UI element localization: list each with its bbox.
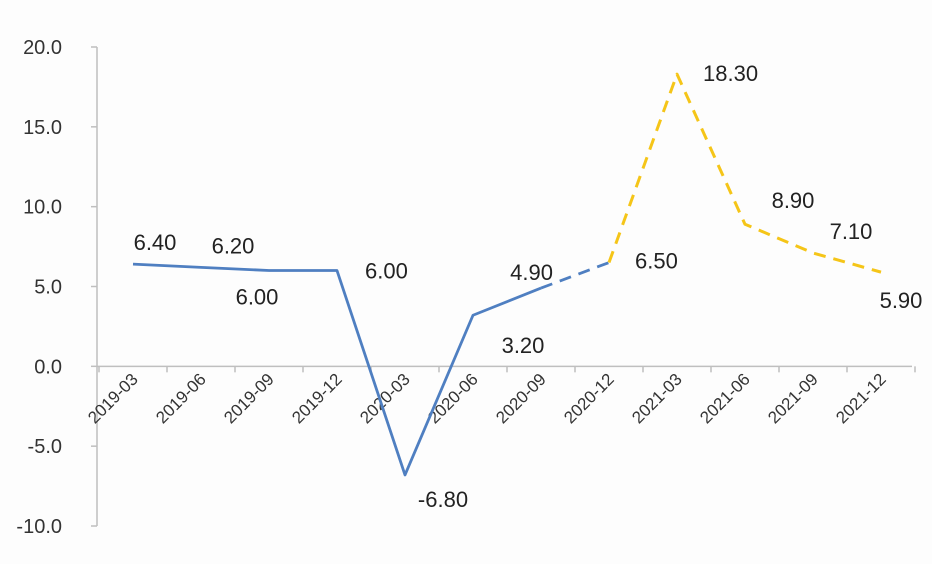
series-line-1: [540, 261, 610, 290]
data-label-2021-03: 18.30: [703, 61, 758, 86]
y-tick-label: 0.0: [34, 356, 62, 378]
series-line-0: [132, 262, 542, 477]
data-labels: 6.40 6.20 6.00 6.00 -6.80 3.20 4.90 6.50 18.30 8.…: [134, 61, 923, 512]
x-tick-label: 2019-06: [152, 370, 210, 428]
data-label-2019-09: 6.00: [236, 285, 279, 310]
x-tick-label: 2020-06: [424, 370, 482, 428]
y-tick-label: 20.0: [23, 37, 62, 59]
series-lines: [132, 72, 882, 477]
data-label-2021-06: 8.90: [772, 188, 815, 213]
x-tick-label: 2019-03: [84, 370, 142, 428]
x-tick-label: 2021-09: [764, 370, 822, 428]
y-tick-label: 5.0: [34, 277, 62, 299]
x-tick-label: 2020-12: [560, 370, 618, 428]
y-tick-label: 10.0: [23, 197, 62, 219]
data-label-2020-09: 4.90: [510, 260, 553, 285]
data-label-2020-06: 3.20: [502, 333, 545, 358]
data-label-2021-12: 5.90: [880, 288, 923, 313]
x-tick-label: 2019-12: [288, 370, 346, 428]
y-tick-label: -10.0: [16, 516, 62, 538]
x-tick-label: 2019-09: [220, 370, 278, 428]
data-label-2020-12: 6.50: [635, 249, 678, 274]
series-line-2: [607, 72, 882, 274]
x-tick-label: 2020-09: [492, 370, 550, 428]
data-label-2019-03: 6.40: [134, 230, 177, 255]
y-tick-label: -5.0: [28, 436, 62, 458]
x-tick-label: 2021-03: [628, 370, 686, 428]
x-tick-label: 2021-06: [696, 370, 754, 428]
data-label-2019-12: 6.00: [365, 259, 408, 284]
data-label-2021-09: 7.10: [830, 219, 873, 244]
y-tick-label: 15.0: [23, 117, 62, 139]
x-tick-label: 2021-12: [832, 370, 890, 428]
data-label-2020-03: -6.80: [418, 487, 468, 512]
data-label-2019-06: 6.20: [212, 233, 255, 258]
